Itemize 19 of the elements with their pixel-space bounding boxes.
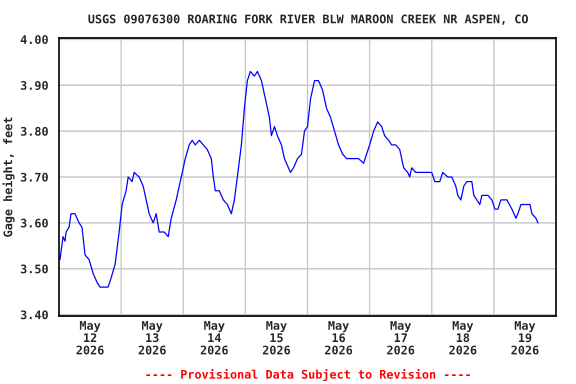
line-series <box>59 70 539 288</box>
y-tick-label: 3.80 <box>20 126 48 136</box>
x-tick-label: May 14 2026 <box>200 321 228 355</box>
y-tick-label: 3.70 <box>20 172 48 182</box>
y-tick-label: 3.50 <box>20 264 48 274</box>
text: ---- Provisional Data Subject to Revision ---- <box>146 368 470 382</box>
y-tick-label: 3.60 <box>20 218 48 228</box>
x-tick-label: May 19 2026 <box>511 321 539 355</box>
x-tick-label: May 18 2026 <box>449 321 476 355</box>
x-tick-label: May 17 2026 <box>387 321 414 355</box>
x-tick-label: May 16 2026 <box>325 321 352 355</box>
y-tick-label: 4.00 <box>20 35 48 44</box>
x-tick-label: May 12 2026 <box>76 321 104 355</box>
y-tick-label: 3.90 <box>20 80 48 90</box>
chart-title: USGS 09076300 ROARING FORK RIVER BLW MAROON CREEK NR ASPEN, CO <box>88 14 528 25</box>
y-tick-label: 3.40 <box>20 310 48 320</box>
x-tick-label: May 13 2026 <box>138 321 166 355</box>
x-tick-label: May 15 2026 <box>262 321 290 355</box>
y-axis-title: Gage height, feet <box>2 118 15 237</box>
